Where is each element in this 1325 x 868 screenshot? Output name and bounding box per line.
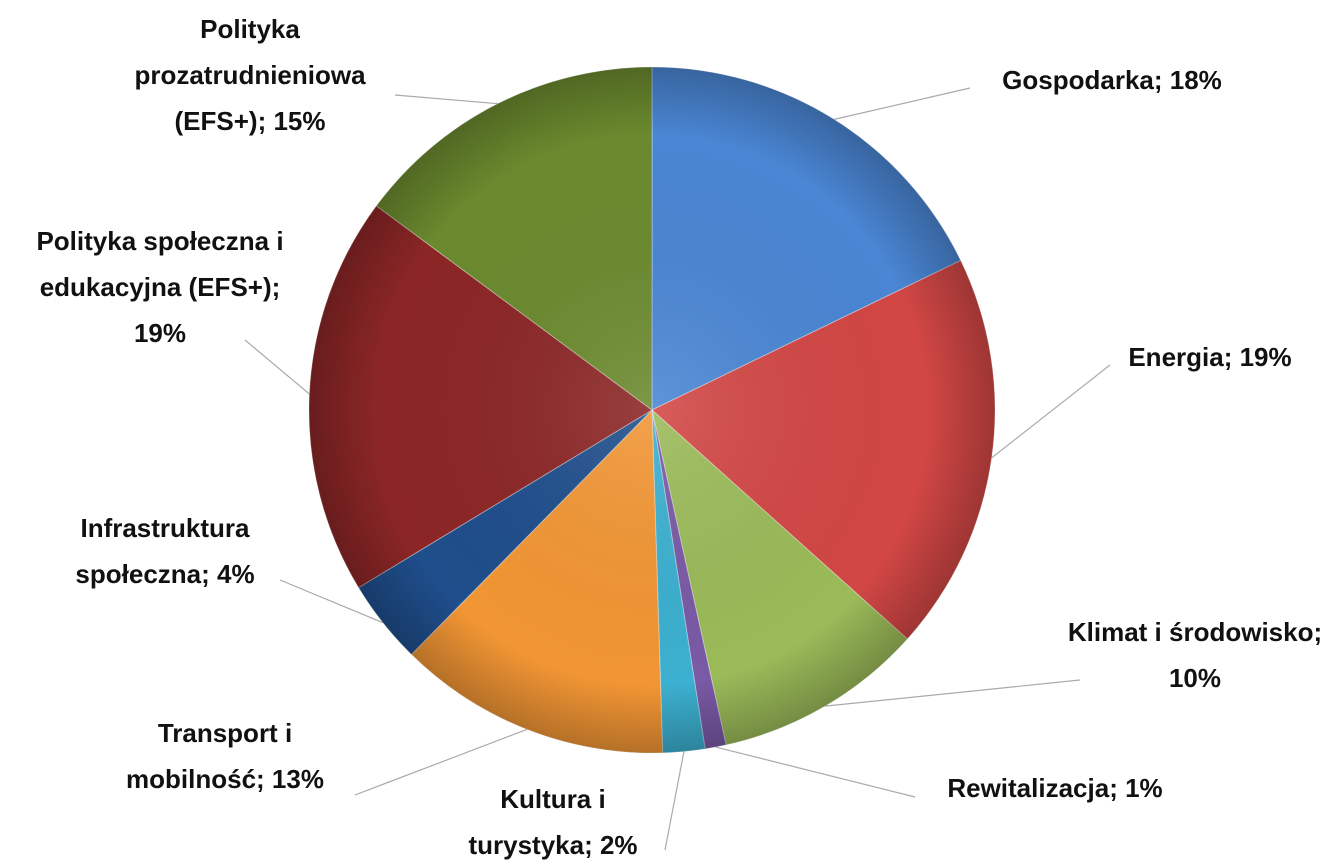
data-label: Gospodarka; 18% <box>1002 65 1222 95</box>
data-label: Rewitalizacja; 1% <box>947 773 1163 803</box>
leader-line <box>991 364 1111 459</box>
data-label: Klimat i środowisko; 10% <box>1067 617 1323 693</box>
data-label: Transport i mobilność; 13% <box>126 718 324 794</box>
data-label: Kultura i turystyka; 2% <box>468 784 638 860</box>
data-label: Infrastruktura społeczna; 4% <box>75 513 255 589</box>
leader-line <box>394 94 498 105</box>
leader-line <box>834 87 971 120</box>
data-label: Polityka społeczna i edukacyjna (EFS+); … <box>36 226 284 348</box>
data-label: Energia; 19% <box>1128 342 1292 372</box>
data-label: Polityka prozatrudnieniowa (EFS+); 15% <box>134 14 366 136</box>
leader-line <box>244 339 310 395</box>
leader-line <box>824 679 1081 707</box>
leader-line <box>664 751 685 851</box>
leader-line <box>715 746 916 798</box>
